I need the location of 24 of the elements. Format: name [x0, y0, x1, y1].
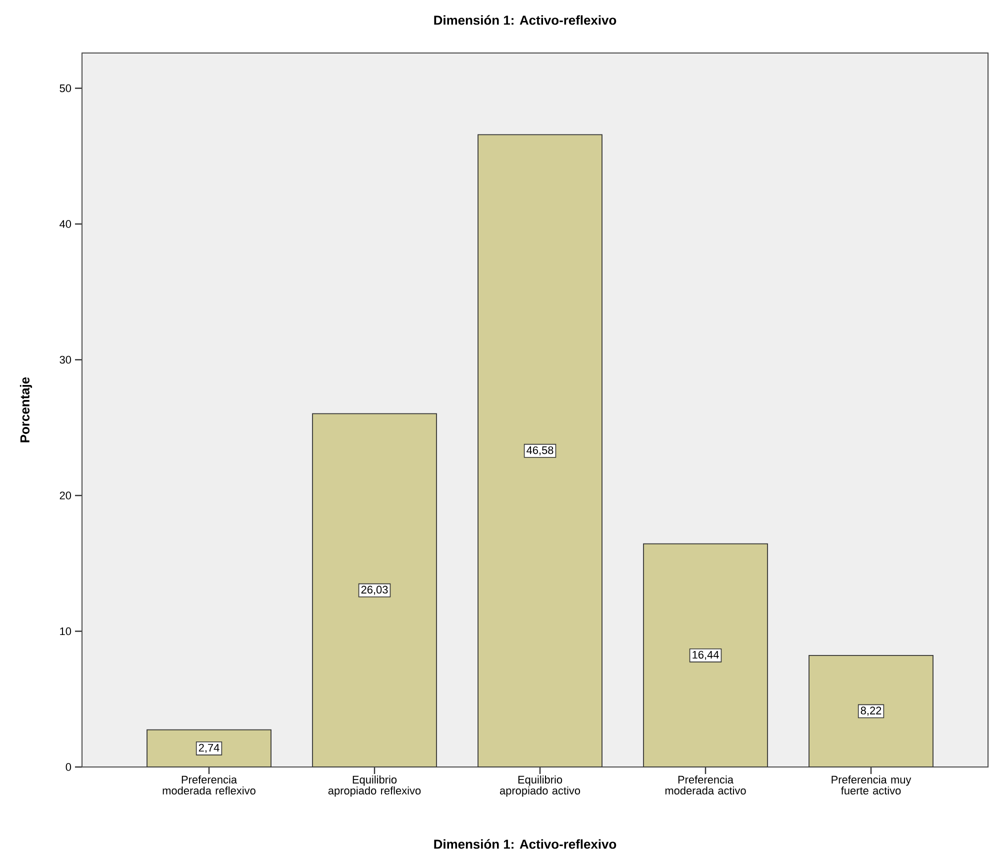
data-label: 2,74 [198, 744, 220, 753]
bar [146, 729, 272, 767]
data-label: 26,03 [361, 586, 388, 595]
bar [808, 654, 934, 767]
x-tick-label: Preferencia moderada activo [665, 776, 746, 795]
bar [478, 134, 602, 767]
y-tick-label: 50 [60, 84, 72, 92]
chart-title: Dimensión 1: Activo-reflexivo [434, 15, 616, 25]
data-label: 16,44 [692, 650, 719, 660]
data-label: 8,22 [860, 706, 882, 716]
x-tick-label: Equilibrio apropiado reflexivo [328, 776, 421, 797]
y-axis-title: Porcentaje [20, 377, 32, 442]
x-axis-title: Dimensión 1: Activo-reflexivo [434, 839, 616, 849]
x-tick-label: Equilibrio apropiado activo [500, 776, 580, 797]
y-tick-label: 10 [60, 627, 72, 636]
y-tick-label: 0 [66, 763, 72, 771]
bar [312, 414, 437, 767]
y-tick-label: 40 [60, 220, 72, 228]
y-tick-label: 30 [60, 356, 72, 364]
x-tick-label: Preferencia muy fuerte activo [832, 776, 912, 795]
bar [643, 543, 768, 767]
y-tick-label: 20 [60, 492, 72, 500]
data-label: 46,58 [526, 446, 554, 456]
x-tick-label: Preferencia moderada reflexivo [162, 776, 256, 795]
